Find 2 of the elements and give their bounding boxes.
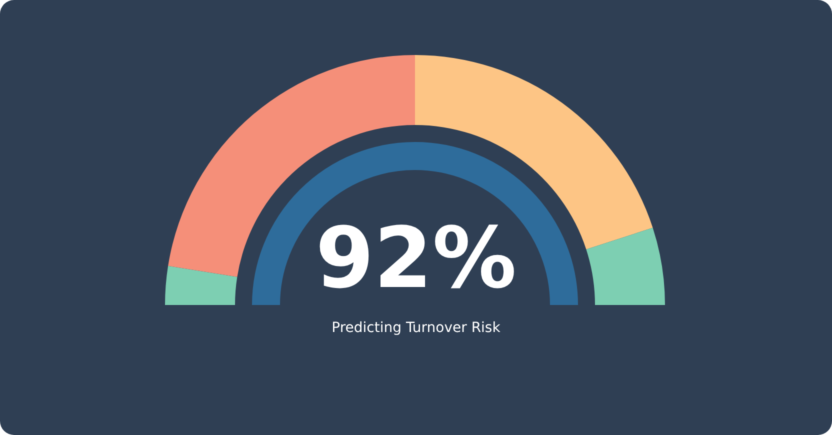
text: Predicting Turnover Risk xyxy=(330,319,502,338)
text: 92% xyxy=(314,208,518,308)
